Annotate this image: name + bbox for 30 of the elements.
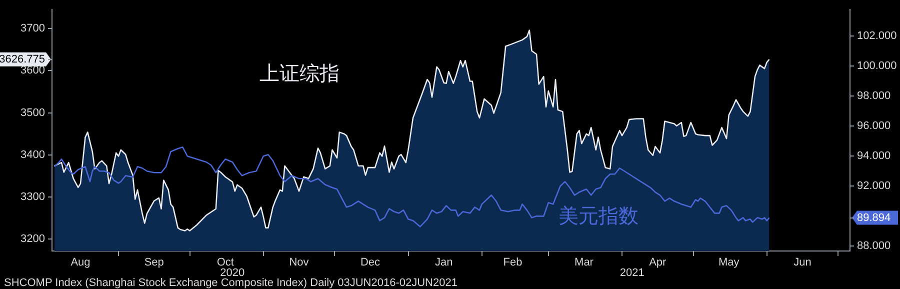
y-tick-label: 3400 <box>20 148 45 161</box>
x-tick-label: Mar <box>574 256 594 269</box>
y2-tick-label: 98.000 <box>857 90 891 102</box>
x-tick-label: Jan <box>435 256 453 269</box>
x-tick-label: Aug <box>70 256 90 269</box>
text: 上证综指 <box>259 60 340 85</box>
y-tick-label: 3600 <box>20 64 45 77</box>
y2-tick-label: 100.000 <box>857 60 897 72</box>
y-tick-label: 3700 <box>20 22 45 35</box>
x-tick-label: Oct <box>216 256 234 269</box>
y2-tick-label: 92.000 <box>857 180 891 192</box>
y2-tick-label: 96.000 <box>857 120 891 132</box>
x-tick-label: Nov <box>289 256 310 269</box>
x-tick-label: Feb <box>503 256 522 269</box>
x-tick-label: Apr <box>649 256 667 269</box>
text: 2020 <box>220 267 245 279</box>
x-tick-label: Sep <box>144 256 164 269</box>
y2-tick-label: 102.000 <box>857 30 897 42</box>
y2-tick-label: 94.000 <box>857 150 891 162</box>
text: SHCOMP Index (Shanghai Stock Exchange Composite Index) Daily 03JUN2016-02JUN2021 <box>4 277 458 289</box>
y2-tick-label: 88.000 <box>857 240 891 252</box>
y2-tick-label: 89.894 <box>857 212 891 224</box>
y-tick-label: 3500 <box>20 106 45 119</box>
y-tick-label: 3300 <box>20 191 45 204</box>
y-tick-label: 3200 <box>20 233 45 246</box>
x-tick-label: Dec <box>360 256 381 269</box>
x-tick-label: May <box>718 256 740 269</box>
x-tick-label: Jun <box>794 256 812 269</box>
series-label: 美元指数 <box>558 203 639 228</box>
text: 2021 <box>620 267 644 279</box>
